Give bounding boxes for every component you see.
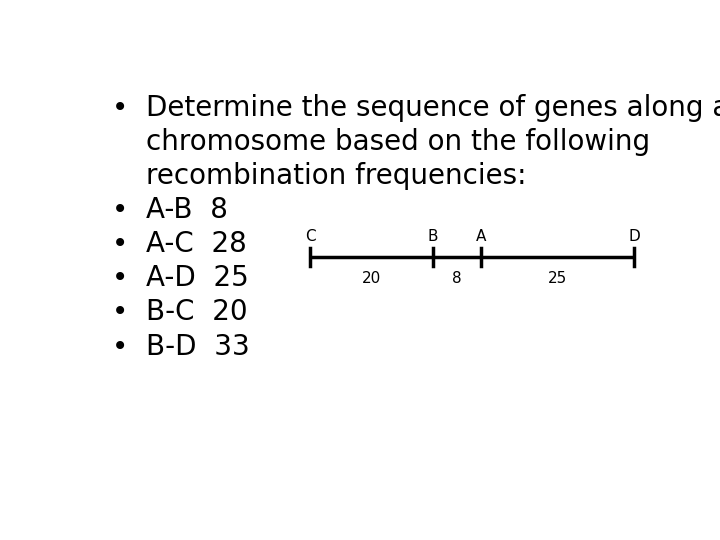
Text: B-D  33: B-D 33 — [145, 333, 250, 361]
Text: B: B — [427, 230, 438, 245]
Text: A-C  28: A-C 28 — [145, 230, 246, 258]
Text: 8: 8 — [452, 271, 462, 286]
Text: D: D — [628, 230, 640, 245]
Text: A-D  25: A-D 25 — [145, 265, 248, 292]
Text: A-B  8: A-B 8 — [145, 196, 228, 224]
Text: 25: 25 — [548, 271, 567, 286]
Text: •: • — [112, 333, 129, 361]
Text: A: A — [476, 230, 487, 245]
Text: •: • — [112, 94, 129, 122]
Text: •: • — [112, 265, 129, 292]
Text: B-C  20: B-C 20 — [145, 299, 248, 327]
Text: Determine the sequence of genes along a: Determine the sequence of genes along a — [145, 94, 720, 122]
Text: recombination frequencies:: recombination frequencies: — [145, 162, 526, 190]
Text: •: • — [112, 299, 129, 327]
Text: •: • — [112, 230, 129, 258]
Text: C: C — [305, 230, 316, 245]
Text: 20: 20 — [362, 271, 381, 286]
Text: •: • — [112, 196, 129, 224]
Text: chromosome based on the following: chromosome based on the following — [145, 128, 650, 156]
